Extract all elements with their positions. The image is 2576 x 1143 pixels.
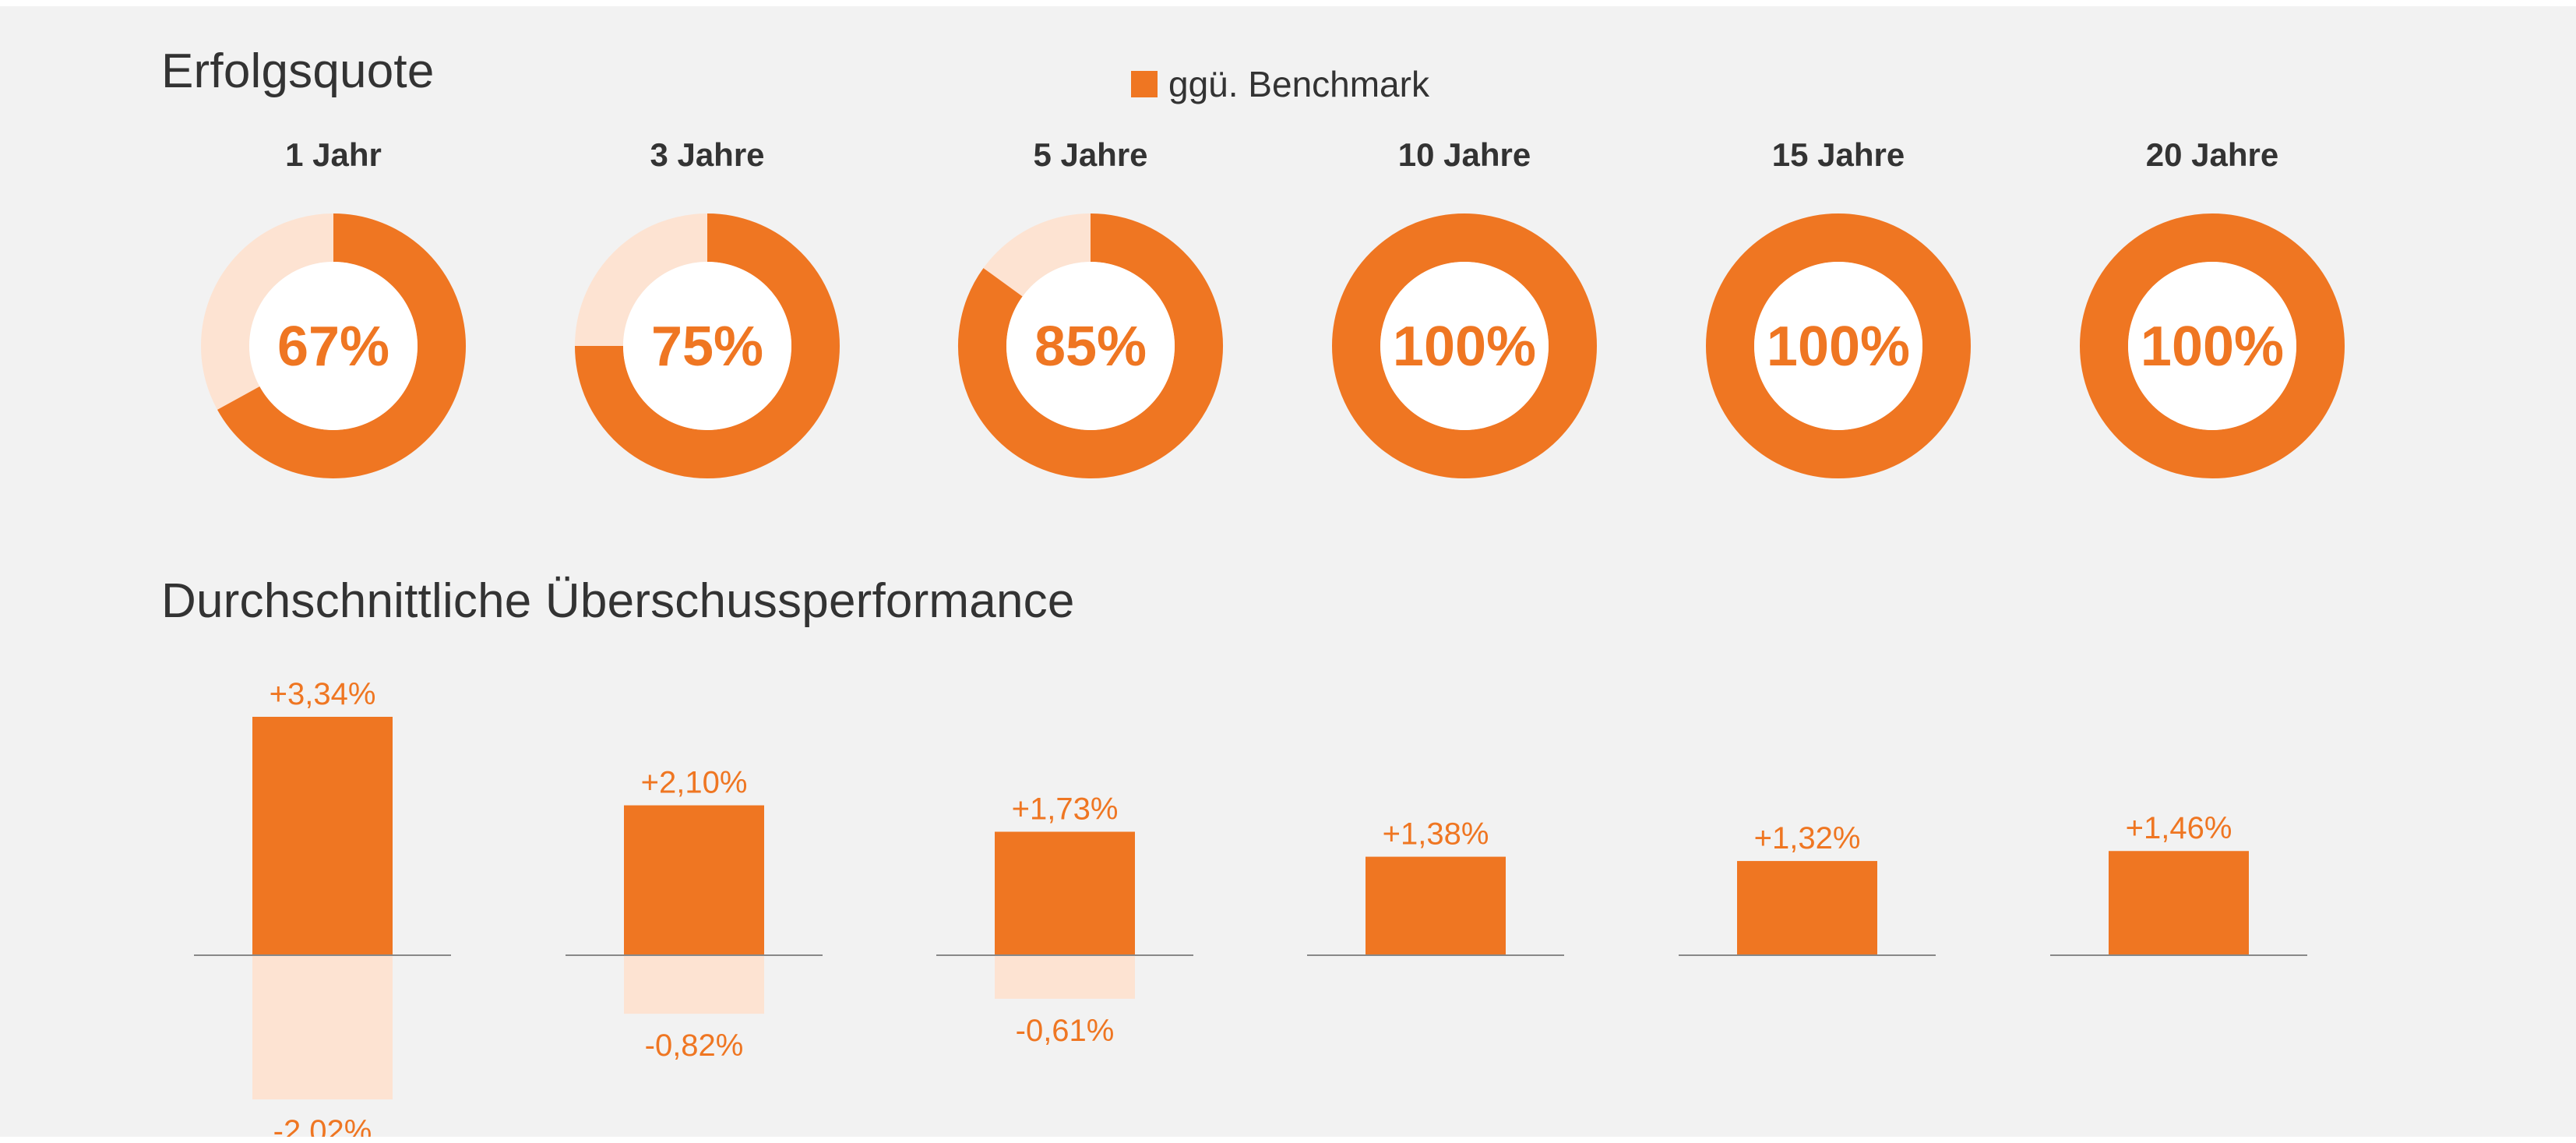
bar-positive-3-jahre (624, 805, 764, 955)
period-label-1-jahr: 1 Jahr (285, 136, 382, 173)
donut-slice-5-jahre (958, 213, 1223, 478)
chart-canvas: Erfolgsquote ggü. Benchmark Durchschnitt… (0, 6, 2576, 1137)
bar-positive-label-20-jahre: +1,46% (2126, 811, 2232, 845)
bar-positive-15-jahre (1737, 861, 1877, 955)
period-label-20-jahre: 20 Jahre (2146, 136, 2278, 173)
bar-positive-1-jahr (252, 717, 393, 955)
donut-slice-3-jahre (575, 213, 840, 478)
donut-value-label-10-jahre: 100% (1393, 316, 1536, 378)
donut-slice-10-jahre (1332, 213, 1597, 478)
donut-center-20-jahre (2128, 262, 2296, 430)
bar-negative-5-jahre (995, 955, 1135, 999)
success-rate-title: Erfolgsquote (161, 44, 435, 98)
bar-negative-label-1-jahr: -2,02% (273, 1114, 372, 1137)
bar-positive-label-3-jahre: +2,10% (641, 766, 748, 800)
bar-negative-label-3-jahre: -0,82% (645, 1028, 744, 1063)
legend-label: ggü. Benchmark (1168, 64, 1429, 104)
donut-value-label-1-jahr: 67% (277, 316, 389, 378)
legend: ggü. Benchmark (1131, 61, 1429, 108)
legend-swatch (1131, 71, 1158, 97)
bar-positive-20-jahre (2109, 851, 2249, 955)
period-label-15-jahre: 15 Jahre (1772, 136, 1905, 173)
donut-center-1-jahr (249, 262, 418, 430)
bar-positive-10-jahre (1366, 856, 1506, 955)
period-label-3-jahre: 3 Jahre (650, 136, 764, 173)
donut-value-label-20-jahre: 100% (2141, 316, 2284, 378)
donut-center-5-jahre (1006, 262, 1175, 430)
bar-positive-5-jahre (995, 831, 1135, 955)
donut-slice-15-jahre (1706, 213, 1971, 478)
bar-positive-label-15-jahre: +1,32% (1754, 821, 1861, 855)
donut-slice-1-jahr (217, 213, 466, 478)
donut-value-label-5-jahre: 85% (1034, 316, 1147, 378)
bar-positive-label-1-jahr: +3,34% (270, 677, 376, 711)
donut-value-label-15-jahre: 100% (1767, 316, 1910, 378)
bar-negative-1-jahr (252, 955, 393, 1100)
donut-value-label-3-jahre: 75% (651, 316, 763, 378)
donut-slice-20-jahre (2080, 213, 2345, 478)
bar-positive-label-10-jahre: +1,38% (1383, 817, 1489, 852)
donut-center-10-jahre (1380, 262, 1549, 430)
period-label-10-jahre: 10 Jahre (1398, 136, 1531, 173)
donut-center-3-jahre (623, 262, 791, 430)
charts-svg: 1 Jahr 67% 3 Jahre 75% 5 Jahre 85% 10 Jahre 100… (194, 136, 2345, 1137)
excess-performance-title: Durchschnittliche Überschussperformance (161, 574, 1075, 628)
period-label-5-jahre: 5 Jahre (1033, 136, 1147, 173)
bar-positive-label-5-jahre: +1,73% (1012, 792, 1119, 827)
donut-center-15-jahre (1754, 262, 1922, 430)
bar-negative-3-jahre (624, 955, 764, 1014)
bar-negative-label-5-jahre: -0,61% (1016, 1014, 1115, 1048)
